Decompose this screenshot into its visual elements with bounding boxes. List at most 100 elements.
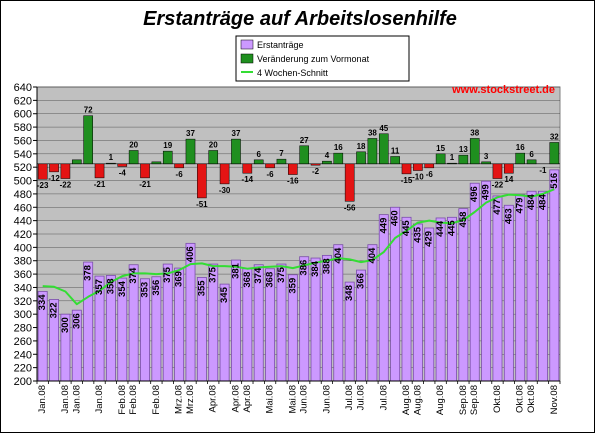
- change-bar: [378, 133, 389, 165]
- claims-bar: [458, 208, 469, 382]
- x-tick-label: Sep.08: [458, 385, 469, 415]
- claims-value-label: 375: [162, 266, 173, 283]
- claims-bar: [447, 216, 457, 382]
- claims-value-label: 499: [481, 184, 492, 200]
- x-tick-label: Okt.08: [492, 385, 503, 413]
- change-bar: [242, 163, 253, 174]
- claims-value-label: 356: [151, 280, 162, 296]
- change-label: -22: [492, 181, 504, 190]
- change-label: -21: [139, 180, 151, 189]
- claims-bar: [537, 190, 548, 382]
- y-tick-label: 200: [14, 376, 32, 388]
- x-tick-label: Aug.08: [412, 385, 423, 415]
- claims-value-label: 445: [446, 220, 457, 237]
- claims-value-label: 378: [83, 265, 94, 281]
- claims-value-label: 334: [37, 294, 48, 311]
- change-label: 16: [516, 143, 525, 152]
- x-tick-label: Jun.08: [299, 385, 310, 414]
- claims-value-label: 449: [378, 218, 389, 234]
- change-bar: [140, 163, 150, 179]
- x-tick-label: Feb.08: [117, 385, 128, 415]
- claims-bar: [412, 223, 423, 382]
- x-tick-label: Apr.08: [242, 385, 253, 412]
- claims-bar: [515, 194, 526, 382]
- change-label: -51: [196, 200, 208, 209]
- change-label: 4: [325, 151, 330, 160]
- x-tick-label: Okt.08: [515, 385, 526, 413]
- y-tick-label: 540: [14, 149, 32, 161]
- claims-value-label: 404: [333, 247, 344, 264]
- x-tick-label: Aug.08: [401, 385, 412, 415]
- change-label: 27: [300, 136, 309, 145]
- change-label: 37: [186, 129, 195, 138]
- claims-bar: [549, 169, 560, 382]
- change-label: 18: [357, 142, 366, 151]
- change-label: -23: [37, 181, 49, 190]
- claims-bar: [503, 204, 514, 382]
- claims-bar: [367, 244, 378, 382]
- average-line: [42, 188, 555, 306]
- legend-swatch-change: [240, 53, 254, 64]
- claims-bar: [526, 190, 537, 382]
- change-bar: [151, 161, 162, 165]
- x-tick-label: Jan.08: [37, 385, 48, 414]
- claims-bar: [435, 217, 446, 382]
- change-bar: [344, 163, 355, 202]
- claims-value-label: 458: [458, 212, 469, 228]
- change-label: 1: [450, 153, 455, 162]
- claims-value-label: 484: [537, 194, 548, 211]
- y-tick-label: 300: [14, 309, 32, 321]
- claims-value-label: 375: [276, 266, 287, 283]
- claims-bar: [378, 214, 389, 382]
- y-tick-label: 240: [14, 349, 32, 361]
- change-bar: [185, 138, 196, 165]
- y-tick-label: 220: [14, 363, 32, 375]
- change-label: -16: [287, 177, 299, 186]
- change-label: 20: [209, 140, 218, 149]
- change-label: 38: [368, 128, 377, 137]
- change-bar: [333, 152, 344, 165]
- legend-label-avg: 4 Wochen-Schnitt: [257, 68, 328, 78]
- change-label: 16: [334, 143, 343, 152]
- x-tick-label: Mai.08: [287, 385, 298, 414]
- change-bar: [469, 138, 480, 165]
- x-tick-label: Apr.08: [230, 385, 241, 412]
- average-line-path: [42, 188, 555, 306]
- claims-value-label: 354: [117, 280, 128, 297]
- change-bar: [174, 163, 184, 169]
- change-label: -14: [242, 175, 254, 184]
- claims-value-label: 374: [253, 267, 264, 284]
- y-tick-label: 580: [14, 122, 32, 134]
- change-bar: [208, 150, 219, 165]
- claims-value-label: 484: [526, 194, 537, 211]
- claims-value-label: 353: [140, 282, 151, 298]
- claims-bar: [401, 216, 412, 382]
- x-tick-label: Mai.08: [265, 385, 276, 414]
- y-tick-label: 280: [14, 323, 32, 335]
- change-bar: [549, 142, 560, 165]
- claims-bar: [333, 244, 344, 382]
- change-bar: [71, 159, 82, 165]
- change-bar: [526, 159, 537, 165]
- y-tick-label: 640: [14, 82, 32, 94]
- change-label: 20: [129, 140, 138, 149]
- claims-value-label: 435: [412, 226, 423, 243]
- change-label: 13: [459, 145, 468, 154]
- claims-value-label: 368: [242, 272, 253, 288]
- change-label: 45: [379, 124, 388, 133]
- change-bar: [481, 161, 491, 165]
- change-bar: [356, 151, 366, 165]
- change-bar: [447, 162, 457, 165]
- claims-value-label: 368: [265, 272, 276, 288]
- change-bar: [265, 163, 275, 169]
- change-bar: [49, 163, 59, 173]
- claims-value-label: 460: [390, 210, 401, 226]
- x-tick-label: Mrz.08: [174, 385, 185, 414]
- change-bar: [288, 163, 298, 175]
- change-bar: [492, 163, 503, 179]
- change-label: -1: [539, 166, 547, 175]
- change-label: 1: [109, 153, 114, 162]
- claims-value-label: 322: [49, 302, 60, 318]
- claims-value-label: 345: [219, 286, 230, 303]
